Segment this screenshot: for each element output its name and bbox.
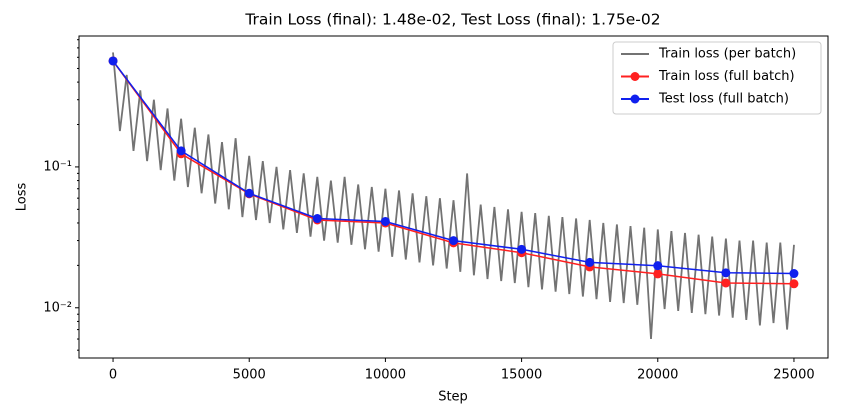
- series-marker: [312, 214, 322, 224]
- x-tick-label: 5000: [233, 368, 266, 383]
- series-marker: [721, 278, 731, 288]
- legend-box: [612, 41, 822, 115]
- legend-label: Test loss (full batch): [658, 92, 789, 107]
- series-marker: [653, 261, 663, 271]
- plot: [108, 52, 799, 340]
- legend-marker: [630, 72, 640, 81]
- y-tick-label: 10⁻²: [43, 300, 72, 315]
- series-line: [112, 52, 795, 340]
- series-marker: [721, 268, 731, 278]
- series-marker: [789, 269, 799, 279]
- x-axis-label: Step: [438, 390, 468, 405]
- series-marker: [517, 244, 527, 254]
- x-tick-label: 20000: [637, 368, 678, 383]
- chart-title: Train Loss (final): 1.48e-02, Test Loss …: [244, 11, 660, 29]
- series-marker: [244, 188, 254, 198]
- legend-label: Train loss (per batch): [658, 47, 796, 62]
- legend-marker: [630, 94, 640, 104]
- series-marker: [108, 56, 118, 66]
- series-marker: [789, 279, 799, 289]
- y-tick-label: 10⁻¹: [43, 159, 72, 174]
- x-tick-label: 10000: [365, 368, 406, 383]
- series-marker: [176, 146, 186, 156]
- series-marker: [380, 216, 390, 226]
- x-tick-label: 25000: [773, 368, 814, 383]
- series-marker: [449, 236, 458, 246]
- x-tick-label: 0: [109, 368, 117, 383]
- series-marker: [585, 257, 595, 267]
- y-axis-label: Loss: [15, 183, 30, 212]
- legend-label: Train loss (full batch): [658, 69, 795, 84]
- series-marker: [653, 269, 663, 279]
- x-tick-label: 15000: [501, 368, 542, 383]
- plot-frame: [78, 35, 829, 359]
